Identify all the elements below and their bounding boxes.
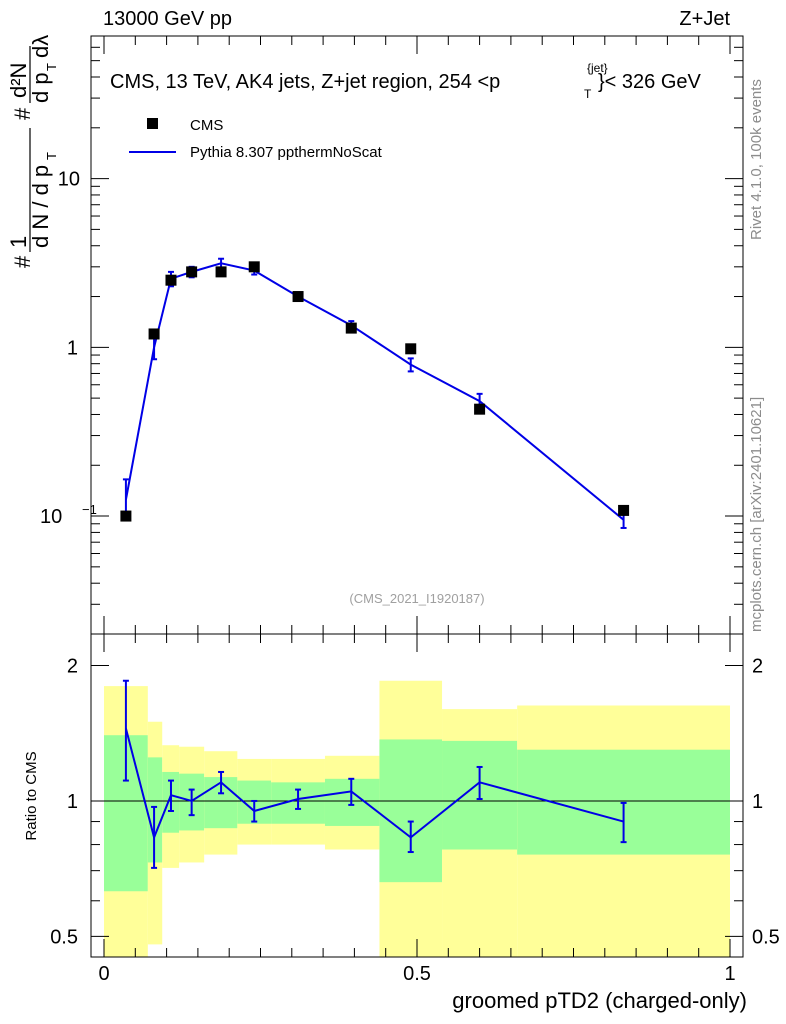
legend: CMS Pythia 8.307 ppthermNoScat — [129, 117, 383, 161]
rivet-label: Rivet 4.1.0, 100k events — [748, 79, 765, 240]
y-ratio-tick-label-right-1: 1 — [752, 791, 763, 813]
y-ratio-tick-label-left-0: 0.5 — [50, 926, 78, 948]
legend-cms-label: CMS — [190, 117, 223, 134]
cms-point-4 — [215, 266, 227, 278]
y-ratio-tick-label-left-1: 1 — [67, 791, 78, 813]
uncertainty-bands — [104, 680, 730, 957]
y-ratio-tick-label-left-2: 2 — [67, 656, 78, 678]
y-label-numerator: d²N — [6, 63, 31, 98]
plot-title-sup: {jet} — [587, 61, 608, 75]
y-label-hash: # — [10, 255, 35, 268]
y-label-one: 1 — [6, 236, 31, 248]
x-axis-label: groomed pTD2 (charged-only) — [452, 988, 747, 1013]
cms-point-7 — [345, 322, 357, 334]
y-label-sub-t2: T — [44, 63, 59, 71]
x-tick-label-0: 0 — [98, 963, 109, 985]
mc-line-main — [124, 262, 625, 521]
y-main-tick-label-1: 1 — [67, 337, 78, 359]
plot-title-end: }< 326 GeV — [598, 71, 702, 93]
y-main-tick-exp-0: −1 — [82, 502, 97, 517]
cms-point-5 — [248, 261, 260, 273]
y-main-tick-label-0: 10 — [40, 506, 62, 528]
reference-label: (CMS_2021_I1920187) — [349, 591, 484, 606]
cms-point-1 — [148, 328, 160, 340]
cms-point-9 — [474, 403, 486, 415]
cms-point-6 — [292, 291, 304, 303]
cms-point-10 — [618, 504, 630, 516]
header-left: 13000 GeV pp — [103, 8, 232, 30]
x-tick-label-2: 1 — [724, 963, 735, 985]
plot-title: CMS, 13 TeV, AK4 jets, Z+jet region, 254… — [110, 61, 702, 101]
y-ratio-tick-label-right-0: 0.5 — [752, 926, 780, 948]
cms-point-2 — [165, 274, 177, 286]
mcplots-label: mcplots.cern.ch [arXiv:2401.10621] — [748, 397, 765, 632]
y-axis-ratio-label: Ratio to CMS — [23, 751, 40, 840]
y-ratio-tick-label-right-2: 2 — [752, 656, 763, 678]
cms-point-0 — [120, 510, 132, 522]
axes: 0 0.5 1 10 −1 1 10 0.5 0.5 1 1 2 2 — [40, 35, 780, 985]
x-tick-label-1: 0.5 — [403, 963, 431, 985]
header-right: Z+Jet — [679, 8, 730, 30]
plot-title-main: CMS, 13 TeV, AK4 jets, Z+jet region, 254… — [110, 71, 500, 93]
y-label-denominator: d N / d p — [28, 165, 53, 248]
plot-title-sub: T — [584, 87, 592, 101]
cms-point-8 — [405, 343, 417, 355]
legend-mc-label: Pythia 8.307 ppthermNoScat — [190, 144, 383, 161]
y-label-sub-t: T — [44, 152, 59, 160]
band-inner-8 — [379, 739, 443, 883]
y-label-dlambda: dλ — [28, 35, 53, 58]
y-label-denominator-2: d p — [28, 72, 53, 103]
legend-cms-marker — [147, 118, 158, 129]
y-main-tick-label-2: 10 — [58, 169, 80, 191]
y-label-hash2: # — [10, 107, 35, 120]
data-marks — [120, 257, 630, 869]
cms-point-3 — [186, 266, 198, 278]
main-frame — [90, 35, 744, 635]
y-axis-main-label: # 1 d N / d p T # d²N d p T dλ — [6, 35, 59, 268]
